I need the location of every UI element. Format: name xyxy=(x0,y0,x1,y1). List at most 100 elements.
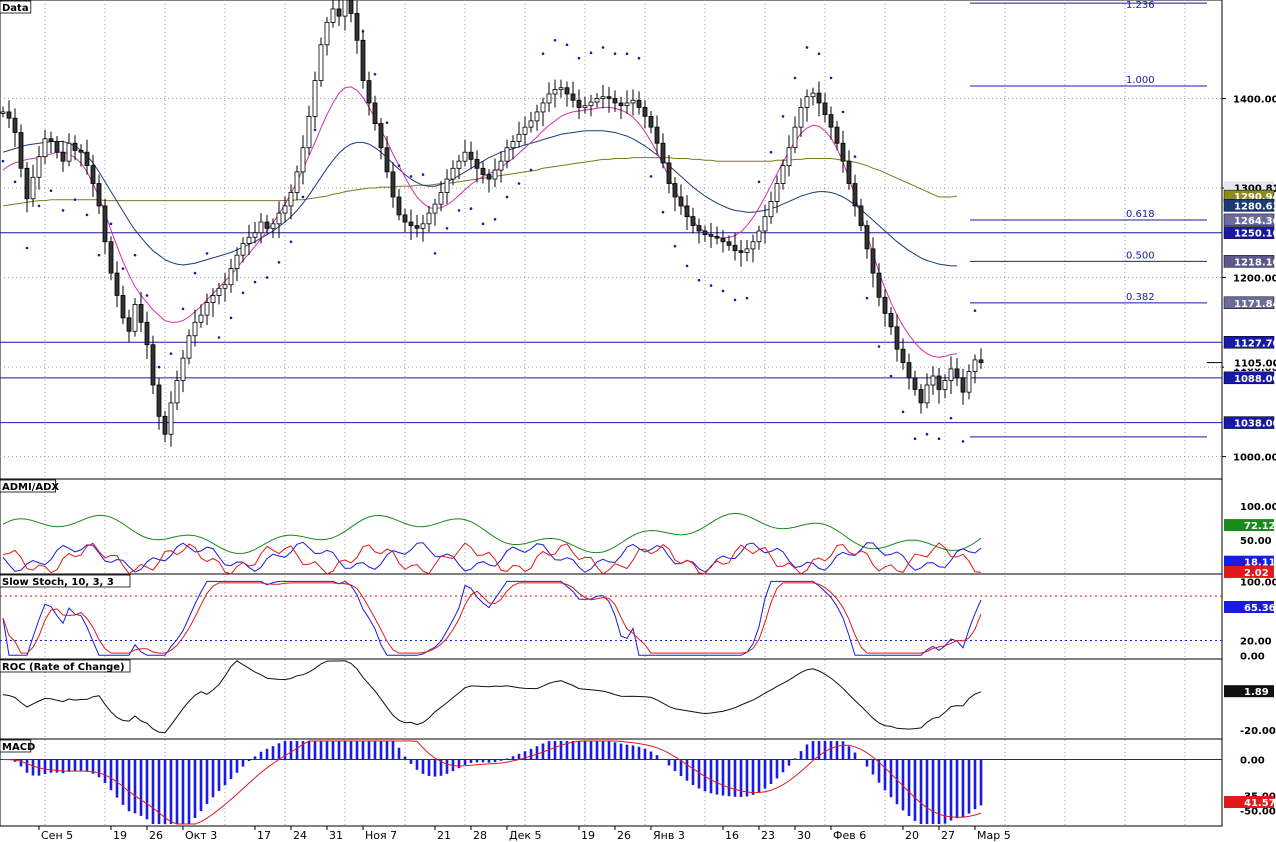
candle-body xyxy=(306,115,312,149)
sar-dot xyxy=(913,437,917,441)
candle-body xyxy=(936,375,942,390)
panel-title-box xyxy=(0,739,32,753)
panel-title: ADMI/ADX xyxy=(2,482,59,493)
x-tick-label: 24 xyxy=(293,829,307,842)
candle-body xyxy=(660,142,666,164)
candle-body xyxy=(666,162,672,184)
candle-body xyxy=(168,402,174,435)
panel-frame xyxy=(0,478,1223,575)
sar-dot xyxy=(517,182,521,185)
candle-body xyxy=(528,120,534,128)
sar-dot xyxy=(457,209,461,212)
ma-fast-line xyxy=(2,86,958,358)
sar-dot xyxy=(661,210,665,214)
candle-body xyxy=(318,44,324,81)
candle-body xyxy=(126,317,132,332)
sar-dot xyxy=(865,296,869,300)
indicator-tick-label: -20.00 xyxy=(1240,726,1276,737)
price-tag-label: 1218.10 xyxy=(1234,257,1276,268)
candle-body xyxy=(948,368,954,381)
sar-dot xyxy=(301,195,305,199)
ma-mid-line xyxy=(2,130,957,267)
chart-labels: 1.236 1.000 0.618 0.500 0.382 Data ADMI/ADX Slo… xyxy=(0,0,1155,753)
candle-body xyxy=(864,225,870,250)
candle-body xyxy=(882,296,888,314)
candle-body xyxy=(438,192,444,205)
fib-level-label: 0.500 xyxy=(1126,250,1155,261)
candle-body xyxy=(174,380,180,404)
indicator-tag-box xyxy=(1224,565,1274,578)
candle-body xyxy=(708,234,714,237)
sar-dot xyxy=(637,56,641,60)
x-tick-label: 21 xyxy=(437,829,451,842)
sar-dot xyxy=(445,227,449,230)
sar-dot xyxy=(265,276,269,279)
price-tag-box xyxy=(1223,213,1275,227)
candle-body xyxy=(726,241,732,246)
candle-body xyxy=(54,141,60,153)
candle-body xyxy=(132,304,138,332)
x-tick-label: Сен 5 xyxy=(41,829,73,842)
candle-body xyxy=(630,99,636,104)
candle-body xyxy=(138,304,144,323)
sar-dot xyxy=(421,173,425,176)
candle-body xyxy=(18,132,24,169)
indicator-tag-label: 2.02 xyxy=(1244,568,1269,579)
indicator-tag-box xyxy=(1224,600,1274,613)
sar-dot xyxy=(109,222,113,226)
x-tick-label: Ноя 7 xyxy=(365,829,397,842)
candle-body xyxy=(978,359,984,364)
candle-body xyxy=(852,183,858,207)
chart-grid xyxy=(0,0,1223,827)
candle-body xyxy=(276,212,282,225)
price-tag-box xyxy=(1223,296,1275,310)
candle-body xyxy=(732,244,738,252)
candle-body xyxy=(702,230,708,235)
panel-frame xyxy=(0,573,1223,660)
candle-body xyxy=(600,96,606,99)
candle-body xyxy=(78,150,84,153)
candle-body xyxy=(714,235,720,239)
candle-body xyxy=(774,183,780,202)
candle-body xyxy=(42,138,48,158)
sar-dot xyxy=(361,30,365,33)
sar-dot xyxy=(613,52,617,56)
sar-dot xyxy=(277,261,281,264)
candle-body xyxy=(444,178,450,193)
candle-body xyxy=(162,415,168,435)
indicator-tag-label: 65.36 xyxy=(1244,603,1276,614)
candle-body xyxy=(930,375,936,386)
candle-body xyxy=(294,171,300,193)
candle-body xyxy=(426,212,432,225)
candle-body xyxy=(246,236,252,244)
candle-body xyxy=(624,102,630,107)
panel-title-box xyxy=(0,479,56,493)
sar-dot xyxy=(769,150,773,154)
candle-body xyxy=(840,142,846,162)
sar-dot xyxy=(181,307,185,311)
candle-body xyxy=(474,158,480,169)
candle-body xyxy=(564,87,570,95)
x-tick-label: Дек 5 xyxy=(509,829,542,842)
sar-dot xyxy=(493,218,497,221)
candle-body xyxy=(312,80,318,117)
panel-frame xyxy=(0,0,1223,480)
sar-dot xyxy=(949,416,953,420)
candle-body xyxy=(228,268,234,286)
price-tag-label: 1088.00 xyxy=(1234,374,1276,385)
sar-dot xyxy=(733,298,737,302)
candle-body xyxy=(612,98,618,104)
fib-level-label: 1.236 xyxy=(1126,0,1155,11)
candle-body xyxy=(462,151,468,162)
price-tag-label: 1250.10 xyxy=(1234,229,1276,240)
candle-body xyxy=(768,201,774,218)
x-tick-label: Окт 3 xyxy=(185,829,217,842)
candle-body xyxy=(378,123,384,149)
candle-body xyxy=(942,380,948,390)
candle-body xyxy=(450,167,456,180)
sar-dot xyxy=(937,437,941,441)
candle-body xyxy=(372,102,378,124)
sar-dot xyxy=(673,244,677,248)
candle-body xyxy=(954,368,960,379)
x-tick-label: 28 xyxy=(473,829,487,842)
